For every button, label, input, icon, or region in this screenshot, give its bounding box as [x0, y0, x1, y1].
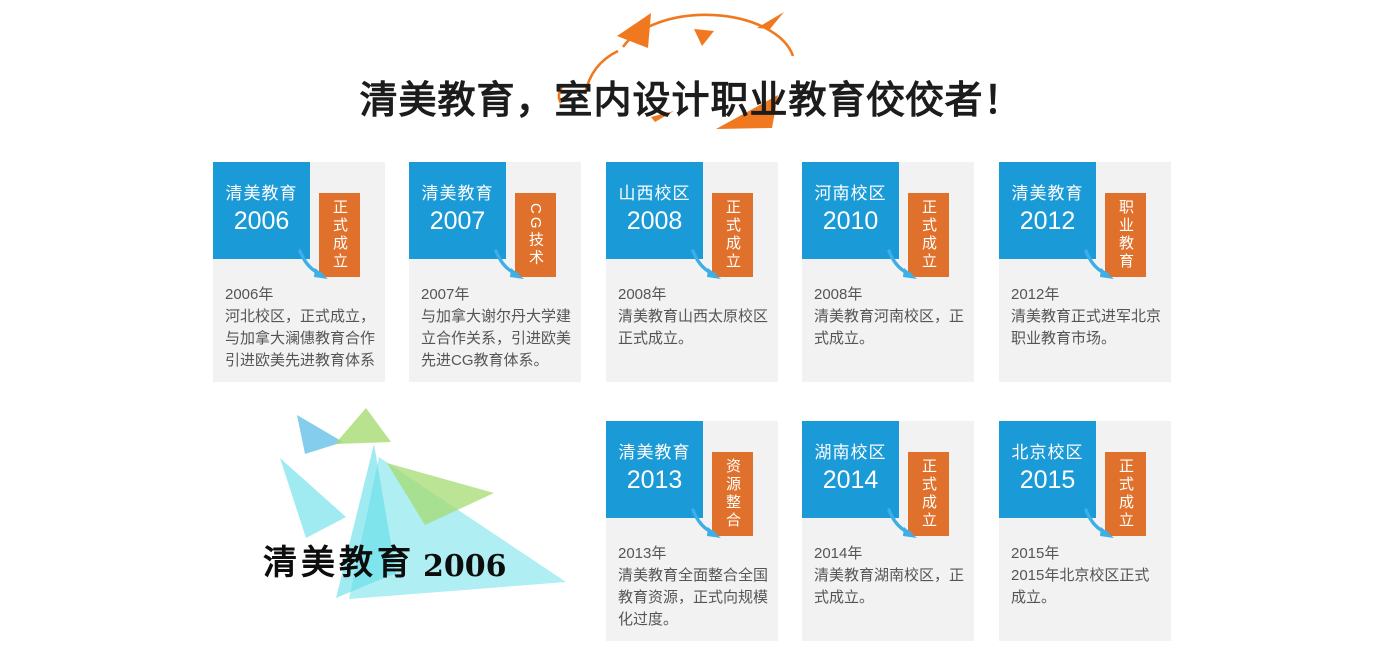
milestone-date: 2008年: [618, 286, 667, 303]
milestone-description: 2007年 与加拿大谢尔丹大学建立合作关系，引进欧美先进CG教育体系。: [421, 284, 574, 372]
campus-year: 2013: [626, 466, 683, 495]
timeline-card-header: 清美教育 2012: [999, 162, 1096, 259]
logo-triangles-icon: [280, 408, 566, 599]
milestone-text: 清美教育正式进军北京职业教育市场。: [1011, 308, 1162, 347]
curved-arrow-down-right-icon: [691, 508, 721, 538]
milestone-date: 2012年: [1011, 286, 1060, 303]
timeline-card-header: 清美教育 2006: [213, 162, 310, 259]
timeline-card: 清美教育 2013 资源整合 2013年 清美教育全面整合全国教育资源，正式向规…: [606, 421, 778, 641]
timeline-card: 北京校区 2015 正式成立 2015年 2015年北京校区正式成立。: [999, 421, 1171, 641]
milestone-text: 河北校区，正式成立，与加拿大澜僡教育合作引进欧美先进教育体系: [225, 308, 376, 369]
milestone-tag: 正式成立: [908, 193, 949, 277]
milestone-tag: CG技术: [515, 193, 556, 277]
timeline-card-header: 清美教育 2007: [409, 162, 506, 259]
milestone-date: 2015年: [1011, 545, 1060, 562]
milestone-description: 2014年 清美教育湖南校区，正式成立。: [814, 543, 967, 609]
logo-brand-text: 清美教育: [263, 543, 415, 583]
milestone-description: 2006年 河北校区，正式成立，与加拿大澜僡教育合作引进欧美先进教育体系: [225, 284, 378, 372]
campus-year: 2015: [1019, 466, 1076, 495]
timeline-card: 河南校区 2010 正式成立 2008年 清美教育河南校区，正式成立。: [802, 162, 974, 382]
timeline-card: 清美教育 2007 CG技术 2007年 与加拿大谢尔丹大学建立合作关系，引进欧…: [409, 162, 581, 382]
campus-year: 2012: [1019, 207, 1076, 236]
milestone-text: 清美教育湖南校区，正式成立。: [814, 567, 965, 606]
milestone-description: 2008年 清美教育河南校区，正式成立。: [814, 284, 967, 350]
timeline-card-header: 河南校区 2010: [802, 162, 899, 259]
curved-arrow-down-right-icon: [887, 249, 917, 279]
campus-year: 2014: [822, 466, 879, 495]
campus-name: 清美教育: [1011, 184, 1084, 203]
milestone-text: 与加拿大谢尔丹大学建立合作关系，引进欧美先进CG教育体系。: [421, 308, 572, 369]
curved-arrow-down-right-icon: [1084, 508, 1114, 538]
milestone-description: 2012年 清美教育正式进军北京职业教育市场。: [1011, 284, 1164, 350]
timeline-card: 湖南校区 2014 正式成立 2014年 清美教育湖南校区，正式成立。: [802, 421, 974, 641]
milestone-tag: 正式成立: [319, 193, 360, 277]
milestone-tag: 正式成立: [908, 452, 949, 536]
curved-arrow-down-right-icon: [298, 249, 328, 279]
milestone-description: 2013年 清美教育全面整合全国教育资源，正式向规模化过度。: [618, 543, 771, 631]
milestone-description: 2015年 2015年北京校区正式成立。: [1011, 543, 1164, 609]
milestone-description: 2008年 清美教育山西太原校区正式成立。: [618, 284, 771, 350]
campus-name: 湖南校区: [814, 443, 887, 462]
page-title: 清美教育，室内设计职业教育佼佼者！: [359, 80, 1023, 123]
timeline-card: 清美教育 2006 正式成立 2006年 河北校区，正式成立，与加拿大澜僡教育合…: [213, 162, 385, 382]
milestone-text: 清美教育河南校区，正式成立。: [814, 308, 965, 347]
milestone-tag: 正式成立: [1105, 452, 1146, 536]
logo-year-text: 2006: [423, 549, 507, 584]
milestone-date: 2007年: [421, 286, 470, 303]
milestone-tag: 资源整合: [712, 452, 753, 536]
curved-arrow-down-right-icon: [494, 249, 524, 279]
milestone-tag: 正式成立: [712, 193, 753, 277]
timeline-card: 清美教育 2012 职业教育 2012年 清美教育正式进军北京职业教育市场。: [999, 162, 1171, 382]
milestone-text: 清美教育全面整合全国教育资源，正式向规模化过度。: [618, 567, 769, 628]
milestone-text: 2015年北京校区正式成立。: [1011, 567, 1150, 606]
milestone-date: 2014年: [814, 545, 863, 562]
curved-arrow-down-right-icon: [1084, 249, 1114, 279]
timeline-card-header: 清美教育 2013: [606, 421, 703, 518]
milestone-tag: 职业教育: [1105, 193, 1146, 277]
campus-year: 2007: [429, 207, 486, 236]
campus-year: 2006: [233, 207, 290, 236]
milestone-date: 2008年: [814, 286, 863, 303]
campus-name: 北京校区: [1011, 443, 1084, 462]
campus-name: 山西校区: [618, 184, 691, 203]
campus-name: 清美教育: [618, 443, 691, 462]
timeline-card-header: 山西校区 2008: [606, 162, 703, 259]
campus-name: 清美教育: [225, 184, 298, 203]
timeline-card: 山西校区 2008 正式成立 2008年 清美教育山西太原校区正式成立。: [606, 162, 778, 382]
timeline-card-header: 湖南校区 2014: [802, 421, 899, 518]
curved-arrow-down-right-icon: [691, 249, 721, 279]
campus-name: 清美教育: [421, 184, 494, 203]
milestone-text: 清美教育山西太原校区正式成立。: [618, 308, 769, 347]
milestone-date: 2013年: [618, 545, 667, 562]
campus-name: 河南校区: [814, 184, 887, 203]
milestone-date: 2006年: [225, 286, 274, 303]
campus-year: 2008: [626, 207, 683, 236]
campus-year: 2010: [822, 207, 879, 236]
timeline-card-header: 北京校区 2015: [999, 421, 1096, 518]
orange-swoosh-decoration-icon: [557, 12, 795, 129]
curved-arrow-down-right-icon: [887, 508, 917, 538]
qingmei-logo: 清美教育 2006: [213, 406, 593, 646]
